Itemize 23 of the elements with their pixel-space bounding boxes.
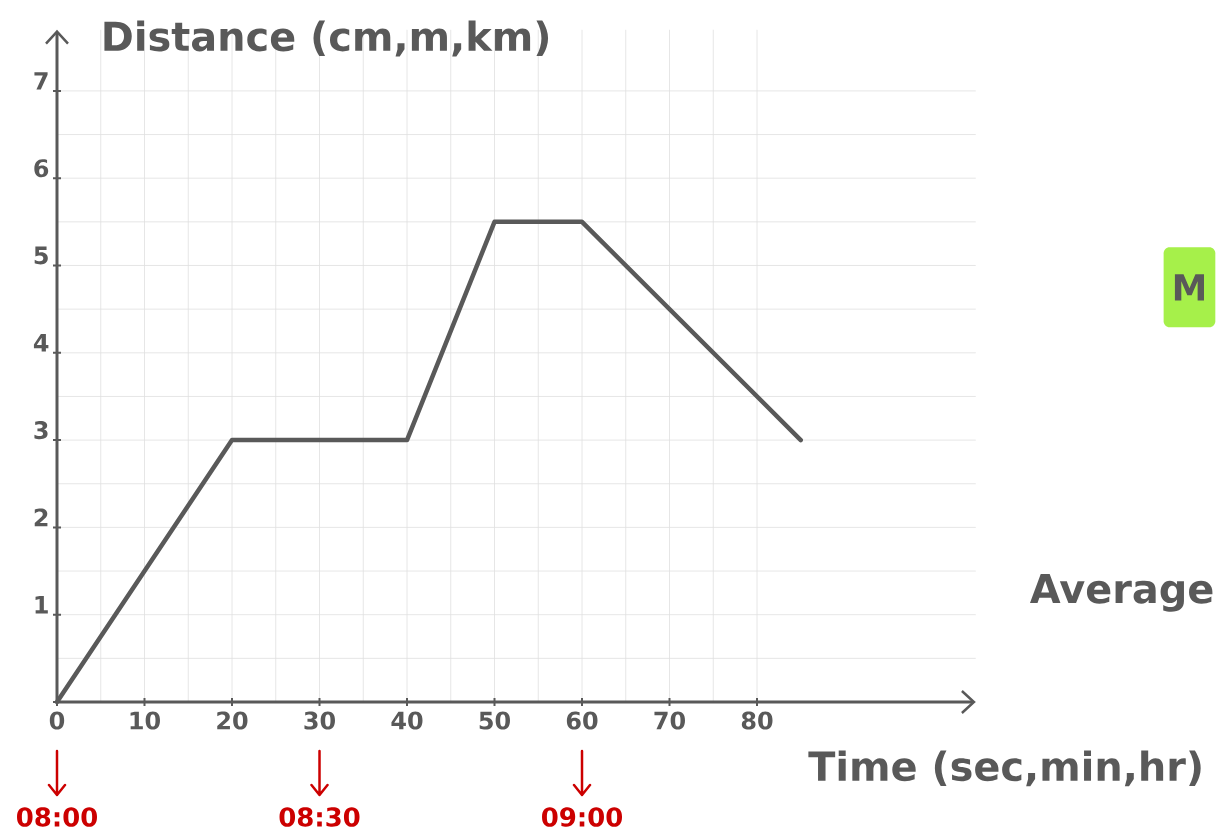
y-tick-label: 6: [34, 159, 49, 178]
x-axis-title: Time (sec,min,hr): [808, 750, 1201, 787]
x-tick-label: 30: [304, 711, 335, 730]
text: 08:30: [279, 807, 360, 827]
x-tick-label: 60: [566, 711, 598, 730]
x-tick-label: 70: [654, 711, 685, 730]
y-tick-label: 4: [33, 334, 49, 352]
x-tick-label: 0: [49, 711, 65, 730]
y-tick-label: 7: [34, 72, 48, 90]
y-tick-label: 5: [34, 246, 48, 265]
y-tick-label: 2: [34, 508, 48, 527]
y-tick-label: 1: [35, 595, 48, 614]
text: 08:00: [17, 807, 97, 827]
y-tick-label: 3: [34, 421, 48, 440]
x-tick-label: 50: [479, 711, 510, 730]
x-tick-label: 20: [217, 711, 248, 730]
text: M: [1174, 274, 1204, 301]
text: Average: [1029, 574, 1213, 612]
x-tick-label: 40: [391, 711, 423, 730]
y-axis-title: Distance (cm,m,km): [104, 20, 549, 57]
x-tick-label: 80: [741, 711, 773, 730]
text: 09:00: [542, 807, 623, 827]
x-tick-label: 10: [130, 711, 160, 730]
